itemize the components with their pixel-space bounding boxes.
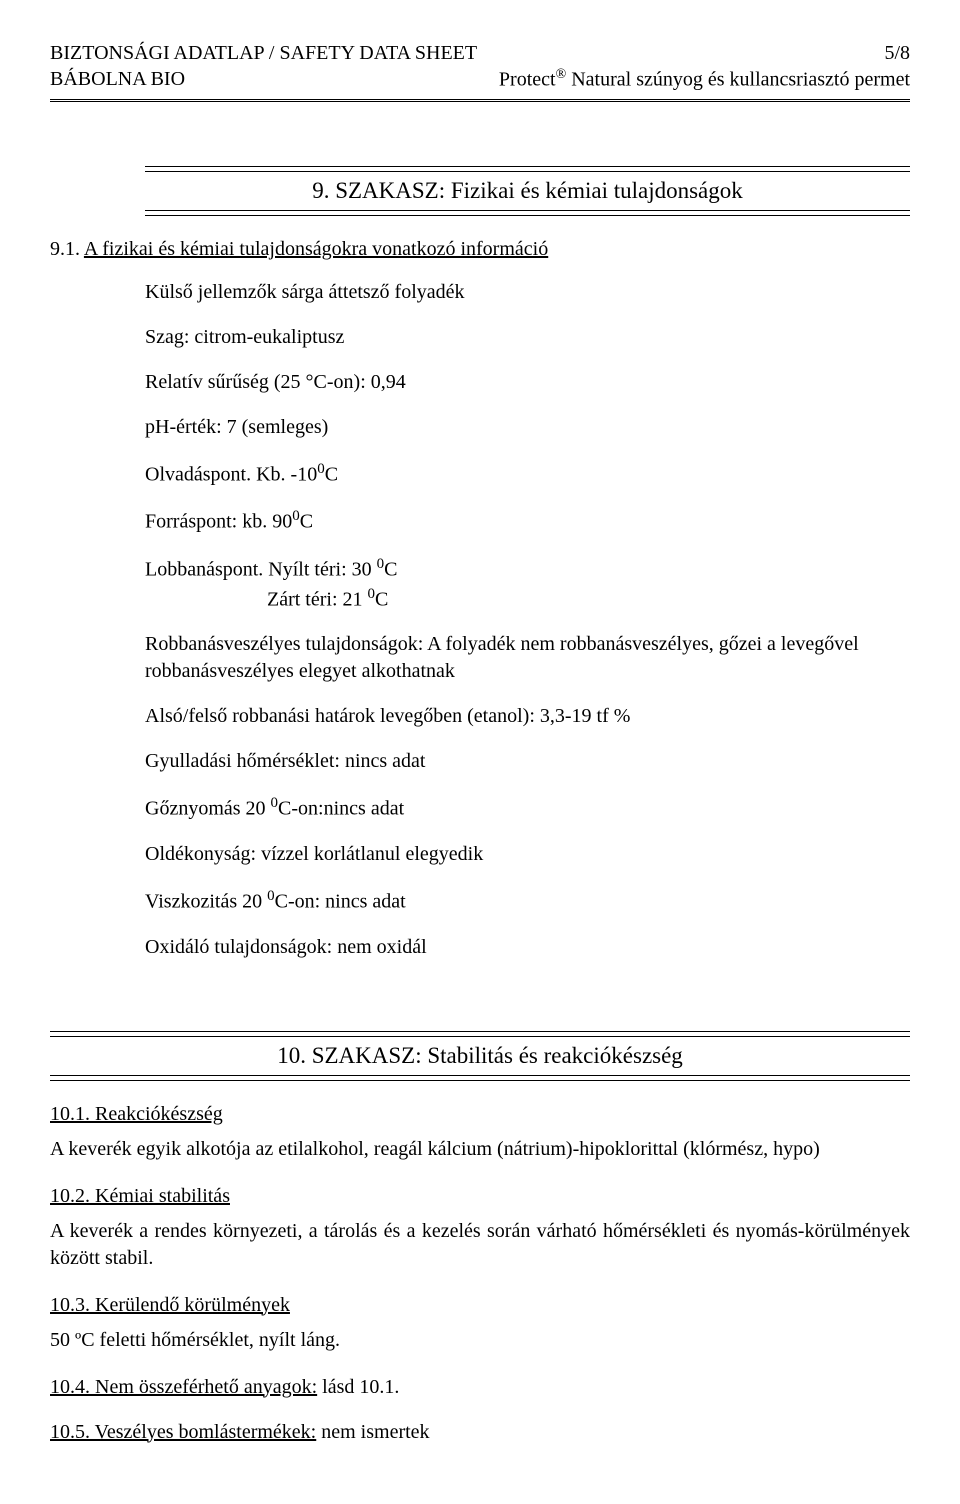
header-rule: [50, 99, 910, 106]
viscosity: Viszkozitás 20 0C-on: nincs adat: [145, 886, 910, 916]
sub-9-1-text: A fizikai és kémiai tulajdonságokra vona…: [84, 238, 548, 260]
rel-density-label: Relatív sűrűség (25 °C-on): [145, 371, 360, 393]
viscosity-sup: 0: [267, 888, 275, 904]
vapor-pressure: Gőznyomás 20 0C-on:nincs adat: [145, 793, 910, 823]
product-prefix: Protect: [499, 69, 556, 91]
ignition-value: : nincs adat: [334, 750, 425, 772]
sub-9-1-num: 9.1.: [50, 238, 84, 260]
flash-point-open: Lobbanáspont. Nyílt téri: 30 0C: [145, 554, 910, 584]
melting-label: Olvadáspont. Kb. -10: [145, 463, 317, 485]
company-name: BÁBOLNA BIO: [50, 66, 477, 92]
ignition-label: Gyulladási hőmérséklet: [145, 750, 334, 772]
oxidizing: Oxidáló tulajdonságok: nem oxidál: [145, 934, 910, 961]
sub-10-4-suffix: lásd 10.1.: [317, 1376, 399, 1398]
subsection-10-4: 10.4. Nem összeférhető anyagok: lásd 10.…: [50, 1376, 910, 1399]
boiling-label: Forráspont: kb. 90: [145, 511, 292, 533]
page-number: 5/8: [499, 40, 910, 66]
viscosity-label: Viszkozitás 20: [145, 891, 267, 913]
rel-density-value: : 0,94: [360, 371, 406, 393]
vapor-label: Gőznyomás 20: [145, 798, 271, 820]
melting-sup: 0: [317, 461, 325, 477]
flash-closed-c: C: [375, 588, 388, 610]
section-9-title: 9. SZAKASZ: Fizikai és kémiai tulajdonsá…: [145, 178, 910, 204]
relative-density: Relatív sűrűség (25 °C-on): 0,94: [145, 369, 910, 396]
ignition-temp: Gyulladási hőmérséklet: nincs adat: [145, 748, 910, 775]
doc-title: BIZTONSÁGI ADATLAP / SAFETY DATA SHEET: [50, 40, 477, 66]
sub-10-4-prefix: 10.4. Nem összeférhető anyagok:: [50, 1376, 317, 1398]
product-name: Protect® Natural szúnyog és kullancsrias…: [499, 66, 910, 93]
flash-closed-label: Zárt téri: 21: [267, 588, 368, 610]
section-9-heading-wrap: 9. SZAKASZ: Fizikai és kémiai tulajdonsá…: [145, 166, 910, 216]
section-10-title: 10. SZAKASZ: Stabilitás és reakciókészsé…: [50, 1043, 910, 1069]
registered-symbol: ®: [556, 67, 567, 82]
odor: Szag: citrom-eukaliptusz: [145, 324, 910, 351]
solubility: Oldékonyság: vízzel korlátlanul elegyedi…: [145, 841, 910, 868]
product-suffix: Natural szúnyog és kullancsriasztó perme…: [566, 69, 910, 91]
viscosity-value: C-on: nincs adat: [275, 891, 406, 913]
boiling-c: C: [300, 511, 313, 533]
flash-point-closed: Zárt téri: 21 0C: [145, 584, 910, 614]
flash-open-label: Lobbanáspont. Nyílt téri: 30: [145, 559, 377, 581]
explosion-limits: Alsó/felső robbanási határok levegőben (…: [145, 703, 910, 730]
section-10-heading-wrap: 10. SZAKASZ: Stabilitás és reakciókészsé…: [50, 1031, 910, 1081]
rule-bottom: [145, 210, 910, 216]
appearance: Külső jellemzők sárga áttetsző folyadék: [145, 279, 910, 306]
explosive-properties: Robbanásveszélyes tulajdonságok: A folya…: [145, 631, 910, 685]
rule-bottom-10: [50, 1075, 910, 1081]
page-container: BIZTONSÁGI ADATLAP / SAFETY DATA SHEET B…: [0, 0, 960, 1504]
subsection-10-5: 10.5. Veszélyes bomlástermékek: nem isme…: [50, 1421, 910, 1444]
section-9-content: Külső jellemzők sárga áttetsző folyadék …: [145, 279, 910, 961]
rule-top: [145, 166, 910, 172]
ph-value: pH-érték: 7 (semleges): [145, 414, 910, 441]
text-10-1: A keverék egyik alkotója az etilalkohol,…: [50, 1136, 910, 1163]
melting-point: Olvadáspont. Kb. -100C: [145, 459, 910, 489]
text-10-2: A keverék a rendes környezeti, a tárolás…: [50, 1218, 910, 1272]
subsection-10-3: 10.3. Kerülendő körülmények: [50, 1294, 910, 1317]
text-10-3: 50 ºC feletti hőmérséklet, nyílt láng.: [50, 1327, 910, 1354]
vapor-sup: 0: [271, 795, 279, 811]
page-header: BIZTONSÁGI ADATLAP / SAFETY DATA SHEET B…: [50, 40, 910, 93]
subsection-10-1: 10.1. Reakciókészség: [50, 1103, 910, 1126]
rule-top-10: [50, 1031, 910, 1037]
sub-10-5-prefix: 10.5. Veszélyes bomlástermékek:: [50, 1421, 316, 1443]
flash-open-c: C: [384, 559, 397, 581]
flash-closed-sup: 0: [368, 586, 376, 602]
melting-c: C: [325, 463, 338, 485]
header-left: BIZTONSÁGI ADATLAP / SAFETY DATA SHEET B…: [50, 40, 477, 93]
subsection-9-1: 9.1. A fizikai és kémiai tulajdonságokra…: [50, 238, 910, 261]
header-right: 5/8 Protect® Natural szúnyog és kullancs…: [499, 40, 910, 93]
sub-10-5-suffix: nem ismertek: [316, 1421, 429, 1443]
boiling-point: Forráspont: kb. 900C: [145, 506, 910, 536]
boiling-sup: 0: [292, 508, 300, 524]
vapor-value: C-on:nincs adat: [278, 798, 404, 820]
subsection-10-2: 10.2. Kémiai stabilitás: [50, 1185, 910, 1208]
